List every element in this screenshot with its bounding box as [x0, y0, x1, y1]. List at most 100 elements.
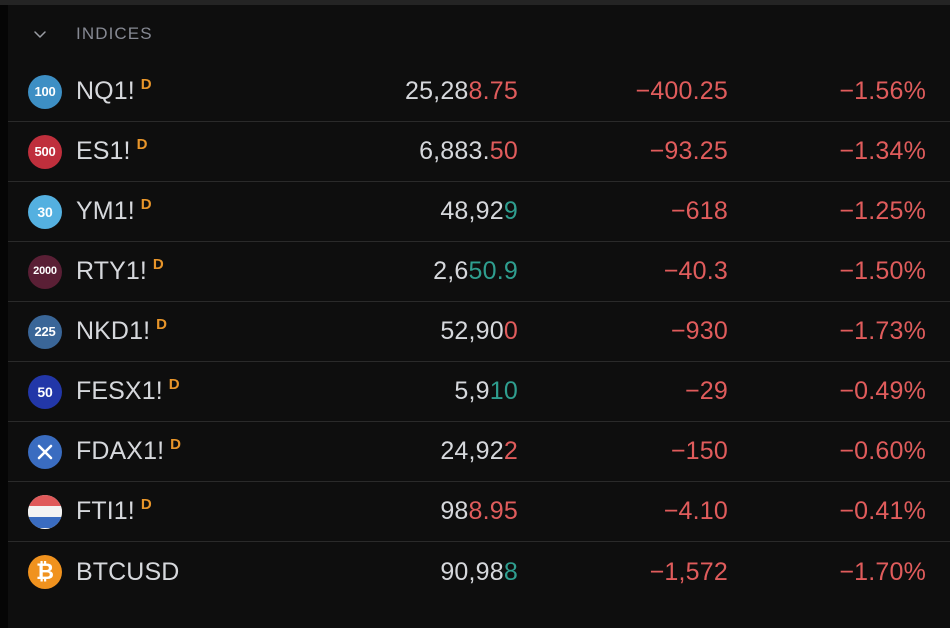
last-price-cell: 6,883.50	[318, 137, 518, 166]
change-cell: −29	[684, 377, 728, 405]
price-head: 6,883.	[419, 137, 490, 165]
change-cell: −40.3	[663, 257, 728, 285]
watchlist-row[interactable]: ₿ BTCUSD 90,988 −1,572 −1.70%	[8, 542, 950, 602]
last-price-cell: 2,650.9	[318, 257, 518, 286]
price-head: 48,92	[440, 197, 504, 225]
index-number-label: 2000	[33, 265, 57, 277]
symbol-ticker: ES1!	[76, 137, 131, 165]
index-number-icon: 500	[28, 134, 62, 169]
delayed-data-badge: D	[170, 435, 181, 453]
change-percent-cell: −1.50%	[839, 257, 926, 285]
index-number-label: 225	[34, 324, 56, 339]
index-number-label: 500	[34, 144, 56, 159]
bitcoin-glyph: ₿	[36, 559, 54, 584]
watchlist-row[interactable]: 100 NQ1! D 25,288.75 −400.25 −1.56%	[8, 62, 950, 122]
change-percent-cell: −1.25%	[839, 197, 926, 225]
index-number-icon: 2000	[28, 254, 62, 289]
flag-band	[28, 505, 62, 518]
delayed-data-badge: D	[140, 495, 152, 513]
change-percent-cell: −1.73%	[839, 317, 926, 345]
dax-x-icon	[28, 434, 62, 469]
symbol-cell[interactable]: 500 ES1! D	[8, 134, 318, 169]
change-percent-cell: −0.60%	[839, 437, 926, 465]
symbol-cell[interactable]: 225 NKD1! D	[8, 314, 318, 349]
symbol-cell[interactable]: ₿ BTCUSD	[8, 555, 318, 589]
watchlist-row[interactable]: 500 ES1! D 6,883.50 −93.25 −1.34%	[8, 122, 950, 182]
last-price-cell: 52,900	[318, 317, 518, 346]
delayed-data-badge: D	[140, 75, 152, 93]
delayed-data-badge: D	[136, 135, 148, 153]
section-title: INDICES	[76, 23, 153, 43]
symbol-cell[interactable]: FDAX1! D	[8, 434, 318, 469]
symbol-ticker: NQ1!	[76, 77, 135, 105]
price-tick-digits: 2	[503, 437, 518, 465]
change-cell: −930	[670, 317, 728, 345]
symbol-cell[interactable]: FTI1! D	[8, 494, 318, 529]
index-number-icon: 30	[28, 194, 62, 229]
delayed-data-badge: D	[152, 255, 164, 273]
last-price-cell: 24,922	[318, 437, 518, 466]
change-percent-cell: −1.56%	[839, 77, 926, 105]
price-tick-digits: 50.9	[468, 257, 518, 285]
change-percent-cell: −1.70%	[839, 557, 926, 586]
symbol-cell[interactable]: 100 NQ1! D	[8, 74, 318, 109]
price-head: 52,90	[440, 317, 504, 345]
watchlist-row[interactable]: 50 FESX1! D 5,910 −29 −0.49%	[8, 362, 950, 422]
symbol-ticker: FDAX1!	[76, 437, 165, 465]
price-tick-digits: 0	[503, 317, 518, 345]
price-head: 98	[440, 497, 469, 525]
last-price-cell: 25,288.75	[318, 77, 518, 106]
change-cell: −4.10	[663, 497, 728, 525]
price-head: 25,28	[404, 77, 469, 105]
delayed-data-badge: D	[140, 195, 152, 213]
last-price-cell: 90,988	[318, 558, 518, 587]
section-header-indices[interactable]: INDICES	[8, 5, 950, 62]
symbol-ticker: BTCUSD	[76, 557, 180, 586]
index-number-label: 30	[37, 203, 53, 220]
watchlist-row[interactable]: 30 YM1! D 48,929 −618 −1.25%	[8, 182, 950, 242]
price-head: 5,9	[454, 377, 490, 405]
flag-band	[28, 517, 62, 529]
price-tick-digits: 50	[489, 137, 518, 165]
watchlist-row[interactable]: FTI1! D 988.95 −4.10 −0.41%	[8, 482, 950, 542]
netherlands-flag-icon	[28, 494, 62, 529]
left-gutter	[0, 5, 8, 628]
price-tick-digits: 8	[503, 557, 518, 586]
change-cell: −618	[670, 197, 728, 225]
price-head: 24,92	[440, 437, 504, 465]
last-price-cell: 988.95	[318, 497, 518, 526]
change-cell: −150	[670, 437, 728, 465]
price-head: 90,98	[440, 557, 504, 586]
chevron-down-icon[interactable]	[30, 24, 50, 44]
change-percent-cell: −0.41%	[839, 497, 926, 525]
price-head: 2,6	[433, 257, 469, 285]
watchlist-row[interactable]: 225 NKD1! D 52,900 −930 −1.73%	[8, 302, 950, 362]
price-tick-digits: 8.95	[468, 497, 518, 525]
symbol-ticker: FESX1!	[76, 377, 163, 405]
flag-band	[28, 494, 62, 506]
price-tick-digits: 10	[489, 377, 518, 405]
symbol-ticker: NKD1!	[76, 317, 151, 345]
watchlist-content: INDICES 100 NQ1! D 25,288.75 −400.25 −1.56% 50…	[8, 5, 950, 628]
watchlist-row[interactable]: 2000 RTY1! D 2,650.9 −40.3 −1.50%	[8, 242, 950, 302]
last-price-cell: 48,929	[318, 197, 518, 226]
index-number-icon: 225	[28, 314, 62, 349]
index-number-label: 50	[37, 383, 53, 400]
symbol-ticker: RTY1!	[76, 257, 147, 285]
price-tick-digits: 8.75	[468, 77, 518, 105]
symbol-ticker: YM1!	[76, 197, 135, 225]
price-tick-digits: 9	[503, 197, 518, 225]
change-cell: −93.25	[649, 137, 728, 165]
watchlist-row[interactable]: FDAX1! D 24,922 −150 −0.60%	[8, 422, 950, 482]
last-price-cell: 5,910	[318, 377, 518, 406]
index-number-icon: 100	[28, 74, 62, 109]
delayed-data-badge: D	[156, 315, 167, 333]
watchlist-rows: 100 NQ1! D 25,288.75 −400.25 −1.56% 500 ES1! D 6,…	[8, 62, 950, 602]
symbol-cell[interactable]: 30 YM1! D	[8, 194, 318, 229]
bitcoin-icon: ₿	[28, 555, 62, 589]
change-cell: −1,572	[649, 557, 728, 586]
delayed-data-badge: D	[168, 375, 180, 393]
symbol-cell[interactable]: 2000 RTY1! D	[8, 254, 318, 289]
symbol-cell[interactable]: 50 FESX1! D	[8, 374, 318, 409]
